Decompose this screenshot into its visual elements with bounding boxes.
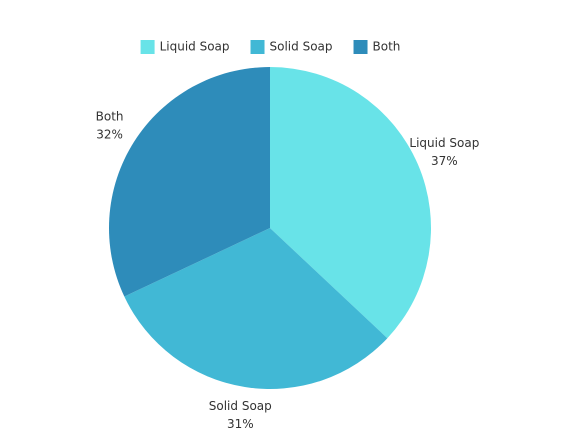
legend-swatch [250,40,265,54]
pie-slice [108,67,270,297]
slice-label: Liquid Soap [409,136,479,150]
legend-swatch [353,40,368,54]
slice-value-label: 31% [227,417,254,431]
legend-label: Solid Soap [270,40,333,54]
pie-slice [124,228,388,389]
legend-label: Both [373,40,401,54]
legend-swatch [140,40,155,54]
pie-slice [270,67,432,339]
slice-label: Both [96,110,124,124]
legend-label: Liquid Soap [160,40,230,54]
slice-value-label: 37% [431,154,458,168]
slice-label: Solid Soap [209,399,272,413]
slice-value-label: 32% [96,128,123,142]
